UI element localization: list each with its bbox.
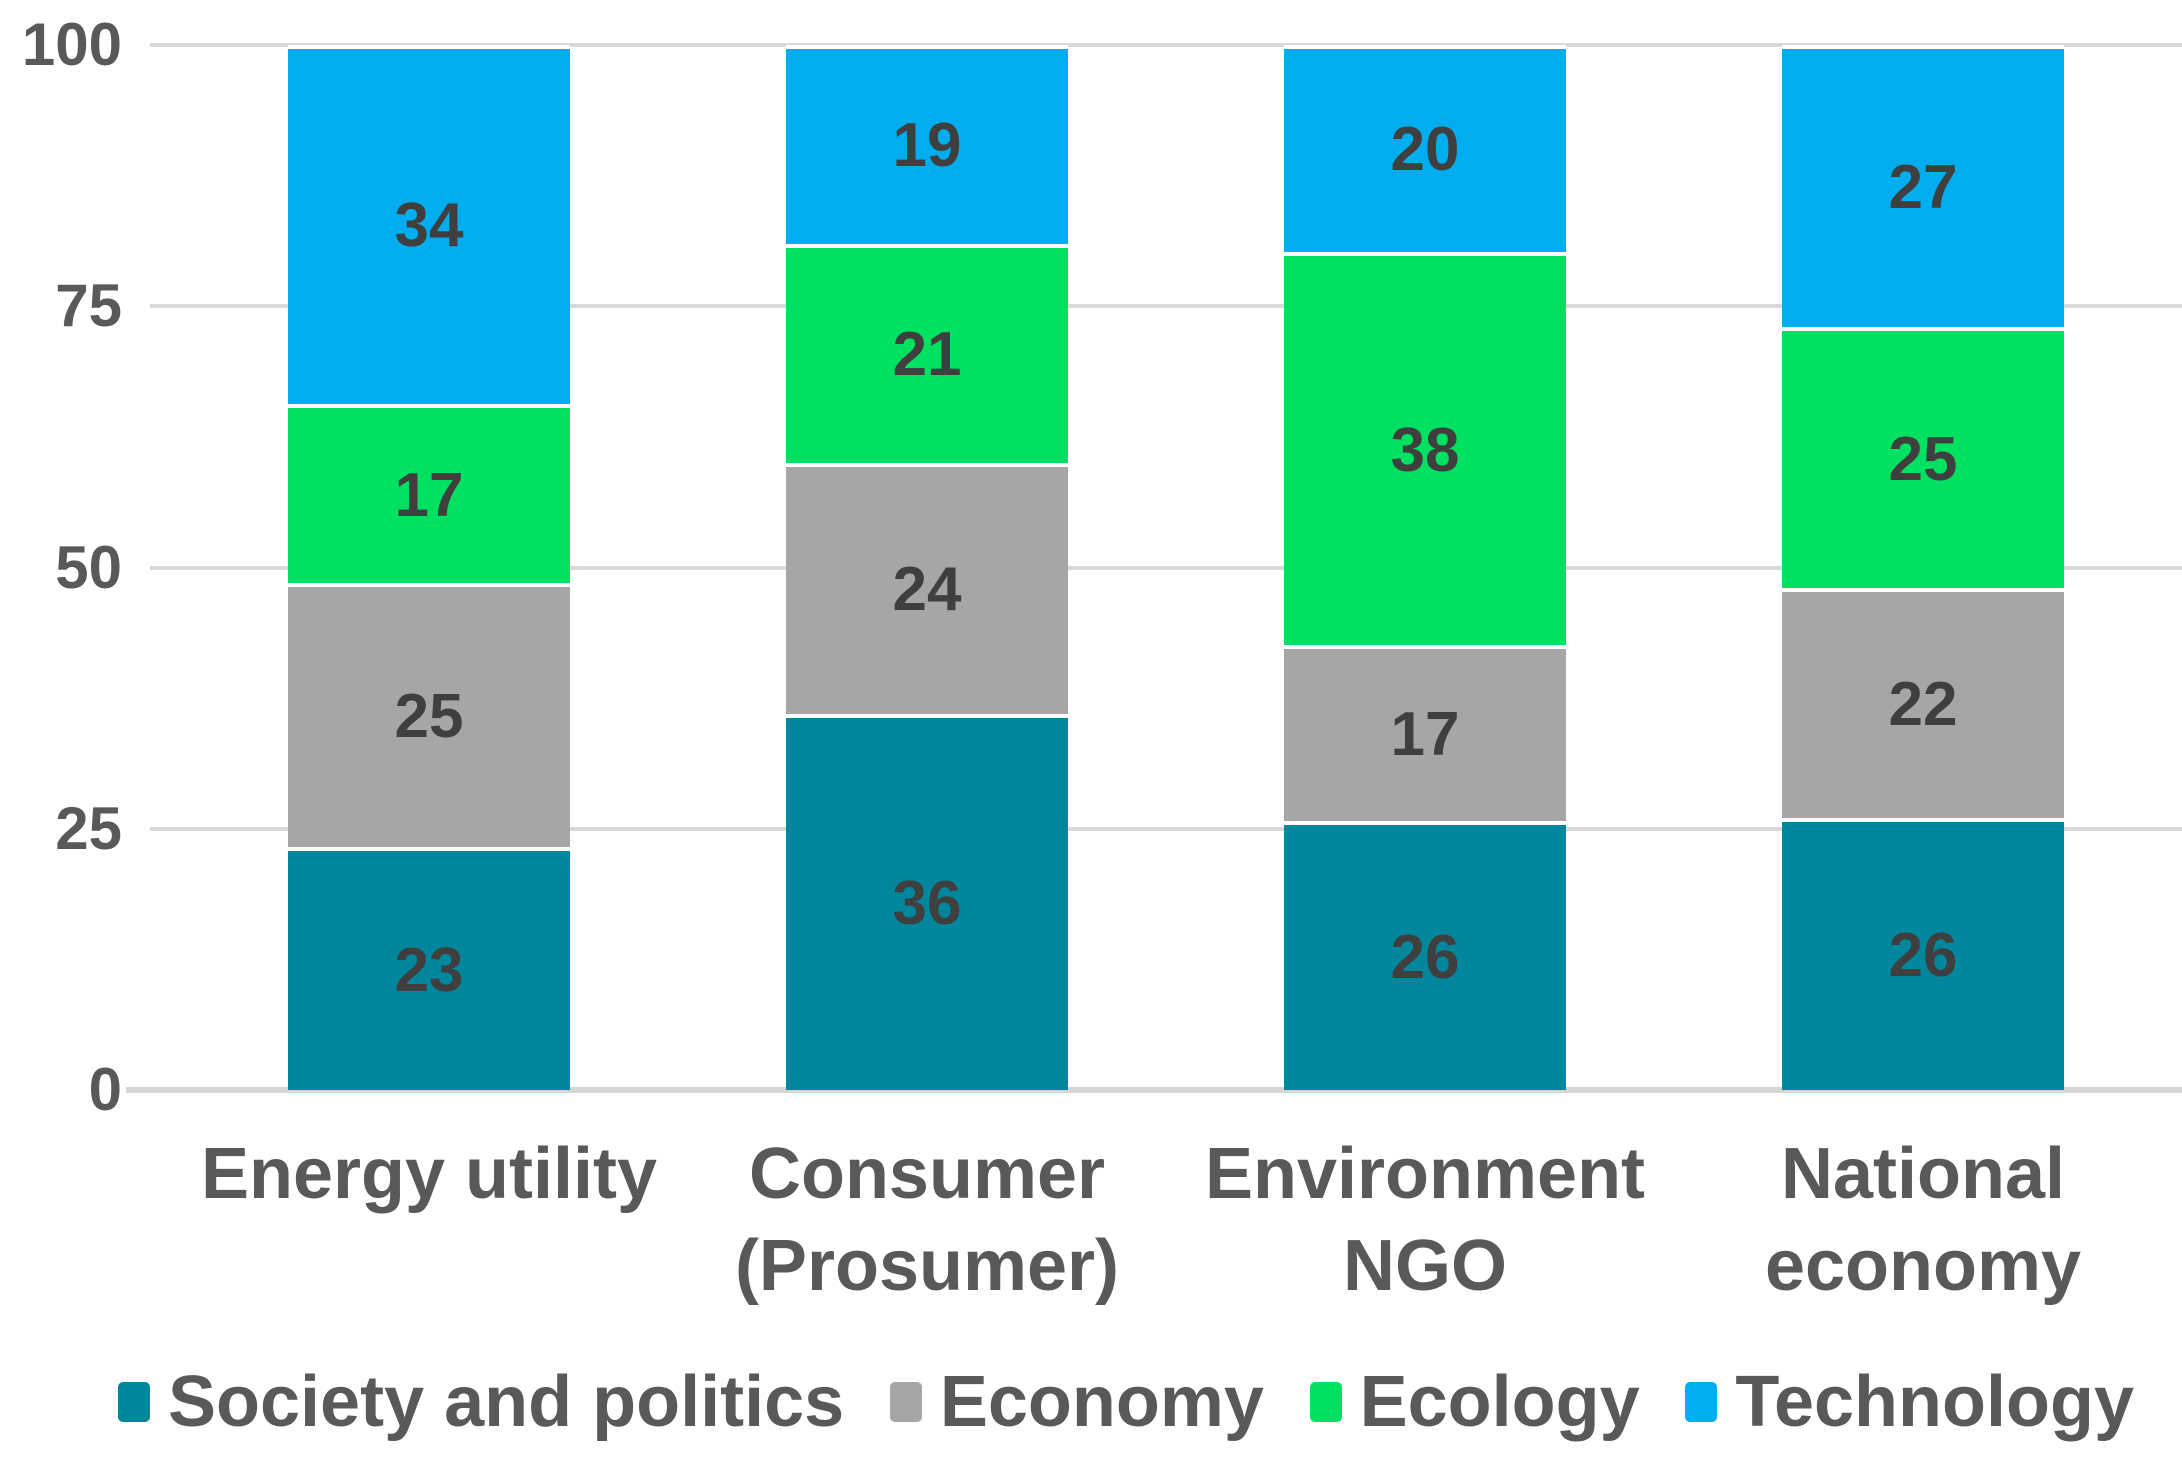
gridline-50 [150,565,2182,570]
segment-society-and-politics-environment-ngo: 26 [1284,821,1566,1090]
segment-technology-energy-utility: 34 [288,45,570,404]
legend-label-economy: Economy [939,1362,1264,1442]
segment-value-label: 20 [1390,115,1460,185]
segment-value-label: 38 [1390,415,1460,485]
segment-value-label: 36 [892,868,962,938]
y-tick-label-100: 100 [21,11,122,78]
segment-value-label: 17 [394,460,464,530]
y-tick-label-50: 50 [55,533,122,601]
bar-environment-ngo: 26 17 38 20 [1284,45,1566,1090]
segment-technology-environment-ngo: 20 [1284,45,1566,252]
legend-swatch-society-and-politics [118,1382,150,1422]
segment-economy-national-economy: 22 [1782,588,2064,819]
legend-item-ecology: Ecology [1309,1362,1640,1442]
segment-technology-national-economy: 27 [1782,45,2064,328]
segment-economy-energy-utility: 25 [288,583,570,848]
segment-society-and-politics-consumer-prosumer: 36 [786,713,1068,1090]
y-axis: 0 25 50 75 100 [0,15,122,1120]
segment-value-label: 34 [394,191,464,261]
legend-label-technology: Technology [1735,1362,2134,1442]
bar-slot-national-economy: 26 22 25 27 [1674,45,2172,1090]
segment-value-label: 22 [1888,670,1958,740]
segment-economy-consumer-prosumer: 24 [786,463,1068,714]
legend-item-society-and-politics: Society and politics [118,1366,844,1438]
bar-national-economy: 26 22 25 27 [1782,45,2064,1090]
x-axis-label-environment-ngo: Environment NGO [1204,1134,1646,1306]
segment-economy-environment-ngo: 17 [1284,645,1566,821]
segment-ecology-consumer-prosumer: 21 [786,243,1068,464]
x-axis-label-national-economy: National economy [1764,1134,2082,1306]
y-tick-label-25: 25 [55,794,122,862]
gridline-100 [150,43,2182,47]
segment-value-label: 23 [394,935,464,1005]
y-tick-label-75: 75 [55,272,122,340]
gridlines-layer [0,43,2182,1093]
gridline-0 [126,1087,2182,1093]
x-axis-labels: Energy utility Consumer (Prosumer) Environ… [180,1128,2172,1312]
bar-energy-utility: 23 25 17 34 [288,45,570,1090]
segment-ecology-national-economy: 25 [1782,327,2064,589]
segment-ecology-energy-utility: 17 [288,403,570,584]
plot-area: 23 25 17 34 36 24 21 19 26 17 38 20 26 22 25 27 [180,45,2172,1090]
bar-slot-energy-utility: 23 25 17 34 [180,45,678,1090]
segment-technology-consumer-prosumer: 19 [786,45,1068,244]
legend-swatch-technology [1685,1382,1718,1422]
legend-item-economy: Economy [889,1362,1264,1442]
legend-swatch-ecology [1309,1382,1342,1422]
segment-society-and-politics-national-economy: 26 [1782,818,2064,1090]
segment-society-and-politics-energy-utility: 23 [288,847,570,1090]
legend-item-technology: Technology [1685,1366,2134,1438]
legend-label-society-and-politics: Society and politics [168,1362,845,1442]
bar-slot-consumer-prosumer: 36 24 21 19 [678,45,1176,1090]
segment-value-label: 24 [892,555,962,625]
segment-value-label: 21 [892,320,962,390]
segment-value-label: 26 [1888,921,1958,991]
legend: Society and politics Economy Ecology Techno… [118,1352,2134,1452]
segment-ecology-environment-ngo: 38 [1284,251,1566,646]
x-axis-label-energy-utility: Energy utility [200,1134,658,1214]
gridline-75 [150,304,2182,309]
bar-consumer-prosumer: 36 24 21 19 [786,45,1068,1090]
segment-value-label: 27 [1888,153,1958,223]
segment-value-label: 17 [1390,700,1460,770]
x-axis-label-consumer-prosumer: Consumer (Prosumer) [734,1134,1120,1306]
segment-value-label: 26 [1390,922,1460,992]
bar-slot-environment-ngo: 26 17 38 20 [1176,45,1674,1090]
legend-swatch-economy [889,1382,922,1422]
segment-value-label: 25 [394,682,464,752]
segment-value-label: 19 [892,111,962,181]
y-tick-label-0: 0 [88,1056,122,1123]
legend-label-ecology: Ecology [1359,1362,1640,1442]
segment-value-label: 25 [1888,424,1958,494]
gridline-25 [150,826,2182,831]
